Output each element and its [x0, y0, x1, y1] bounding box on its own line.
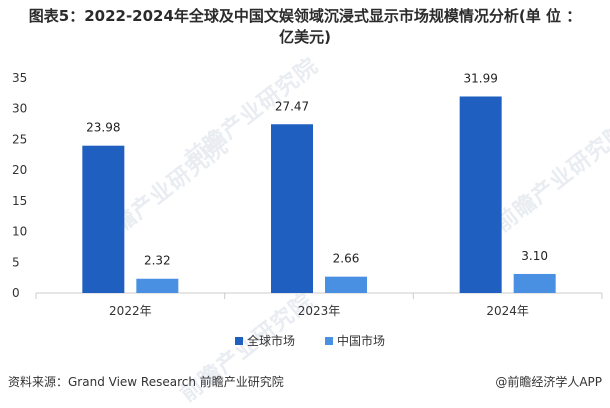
legend-label: 全球市场	[247, 333, 295, 348]
y-tick-label: 5	[12, 255, 20, 269]
legend-swatch	[235, 337, 243, 345]
data-label: 27.47	[275, 99, 309, 113]
data-label: 2.66	[333, 252, 360, 266]
x-tick-label: 2024年	[486, 304, 529, 318]
data-label: 31.99	[463, 71, 497, 85]
y-tick-label: 20	[12, 163, 27, 177]
y-tick-label: 0	[12, 286, 20, 300]
data-label: 23.98	[86, 121, 120, 135]
chart-title-line1: 图表5：2022-2024年全球及中国文娱领域沉浸式显示市场规模情况分析(单 位…	[28, 7, 582, 25]
chart-title-line2: 亿美元)	[279, 28, 331, 46]
bar-global	[271, 124, 313, 294]
legend-label: 中国市场	[337, 333, 385, 348]
bar-china	[136, 278, 179, 293]
data-label: 3.10	[521, 249, 548, 263]
x-tick-label: 2023年	[298, 304, 341, 318]
brand-credit: @前瞻经济学人APP	[495, 375, 602, 389]
legend-swatch	[325, 337, 333, 345]
data-label: 2.32	[144, 254, 171, 268]
y-tick-label: 35	[12, 71, 27, 85]
y-tick-label: 25	[12, 132, 27, 146]
bar-global	[459, 96, 502, 294]
y-tick-label: 15	[12, 194, 27, 208]
source-note: 资料来源：Grand View Research 前瞻产业研究院	[8, 375, 284, 389]
bar-global	[82, 145, 125, 293]
y-tick-label: 10	[12, 225, 27, 239]
y-tick-label: 30	[12, 102, 27, 116]
bar-china	[513, 273, 556, 293]
x-tick-label: 2022年	[109, 304, 152, 318]
chart-title: 图表5：2022-2024年全球及中国文娱领域沉浸式显示市场规模情况分析(单 位…	[8, 6, 602, 48]
bar-china	[325, 276, 367, 293]
